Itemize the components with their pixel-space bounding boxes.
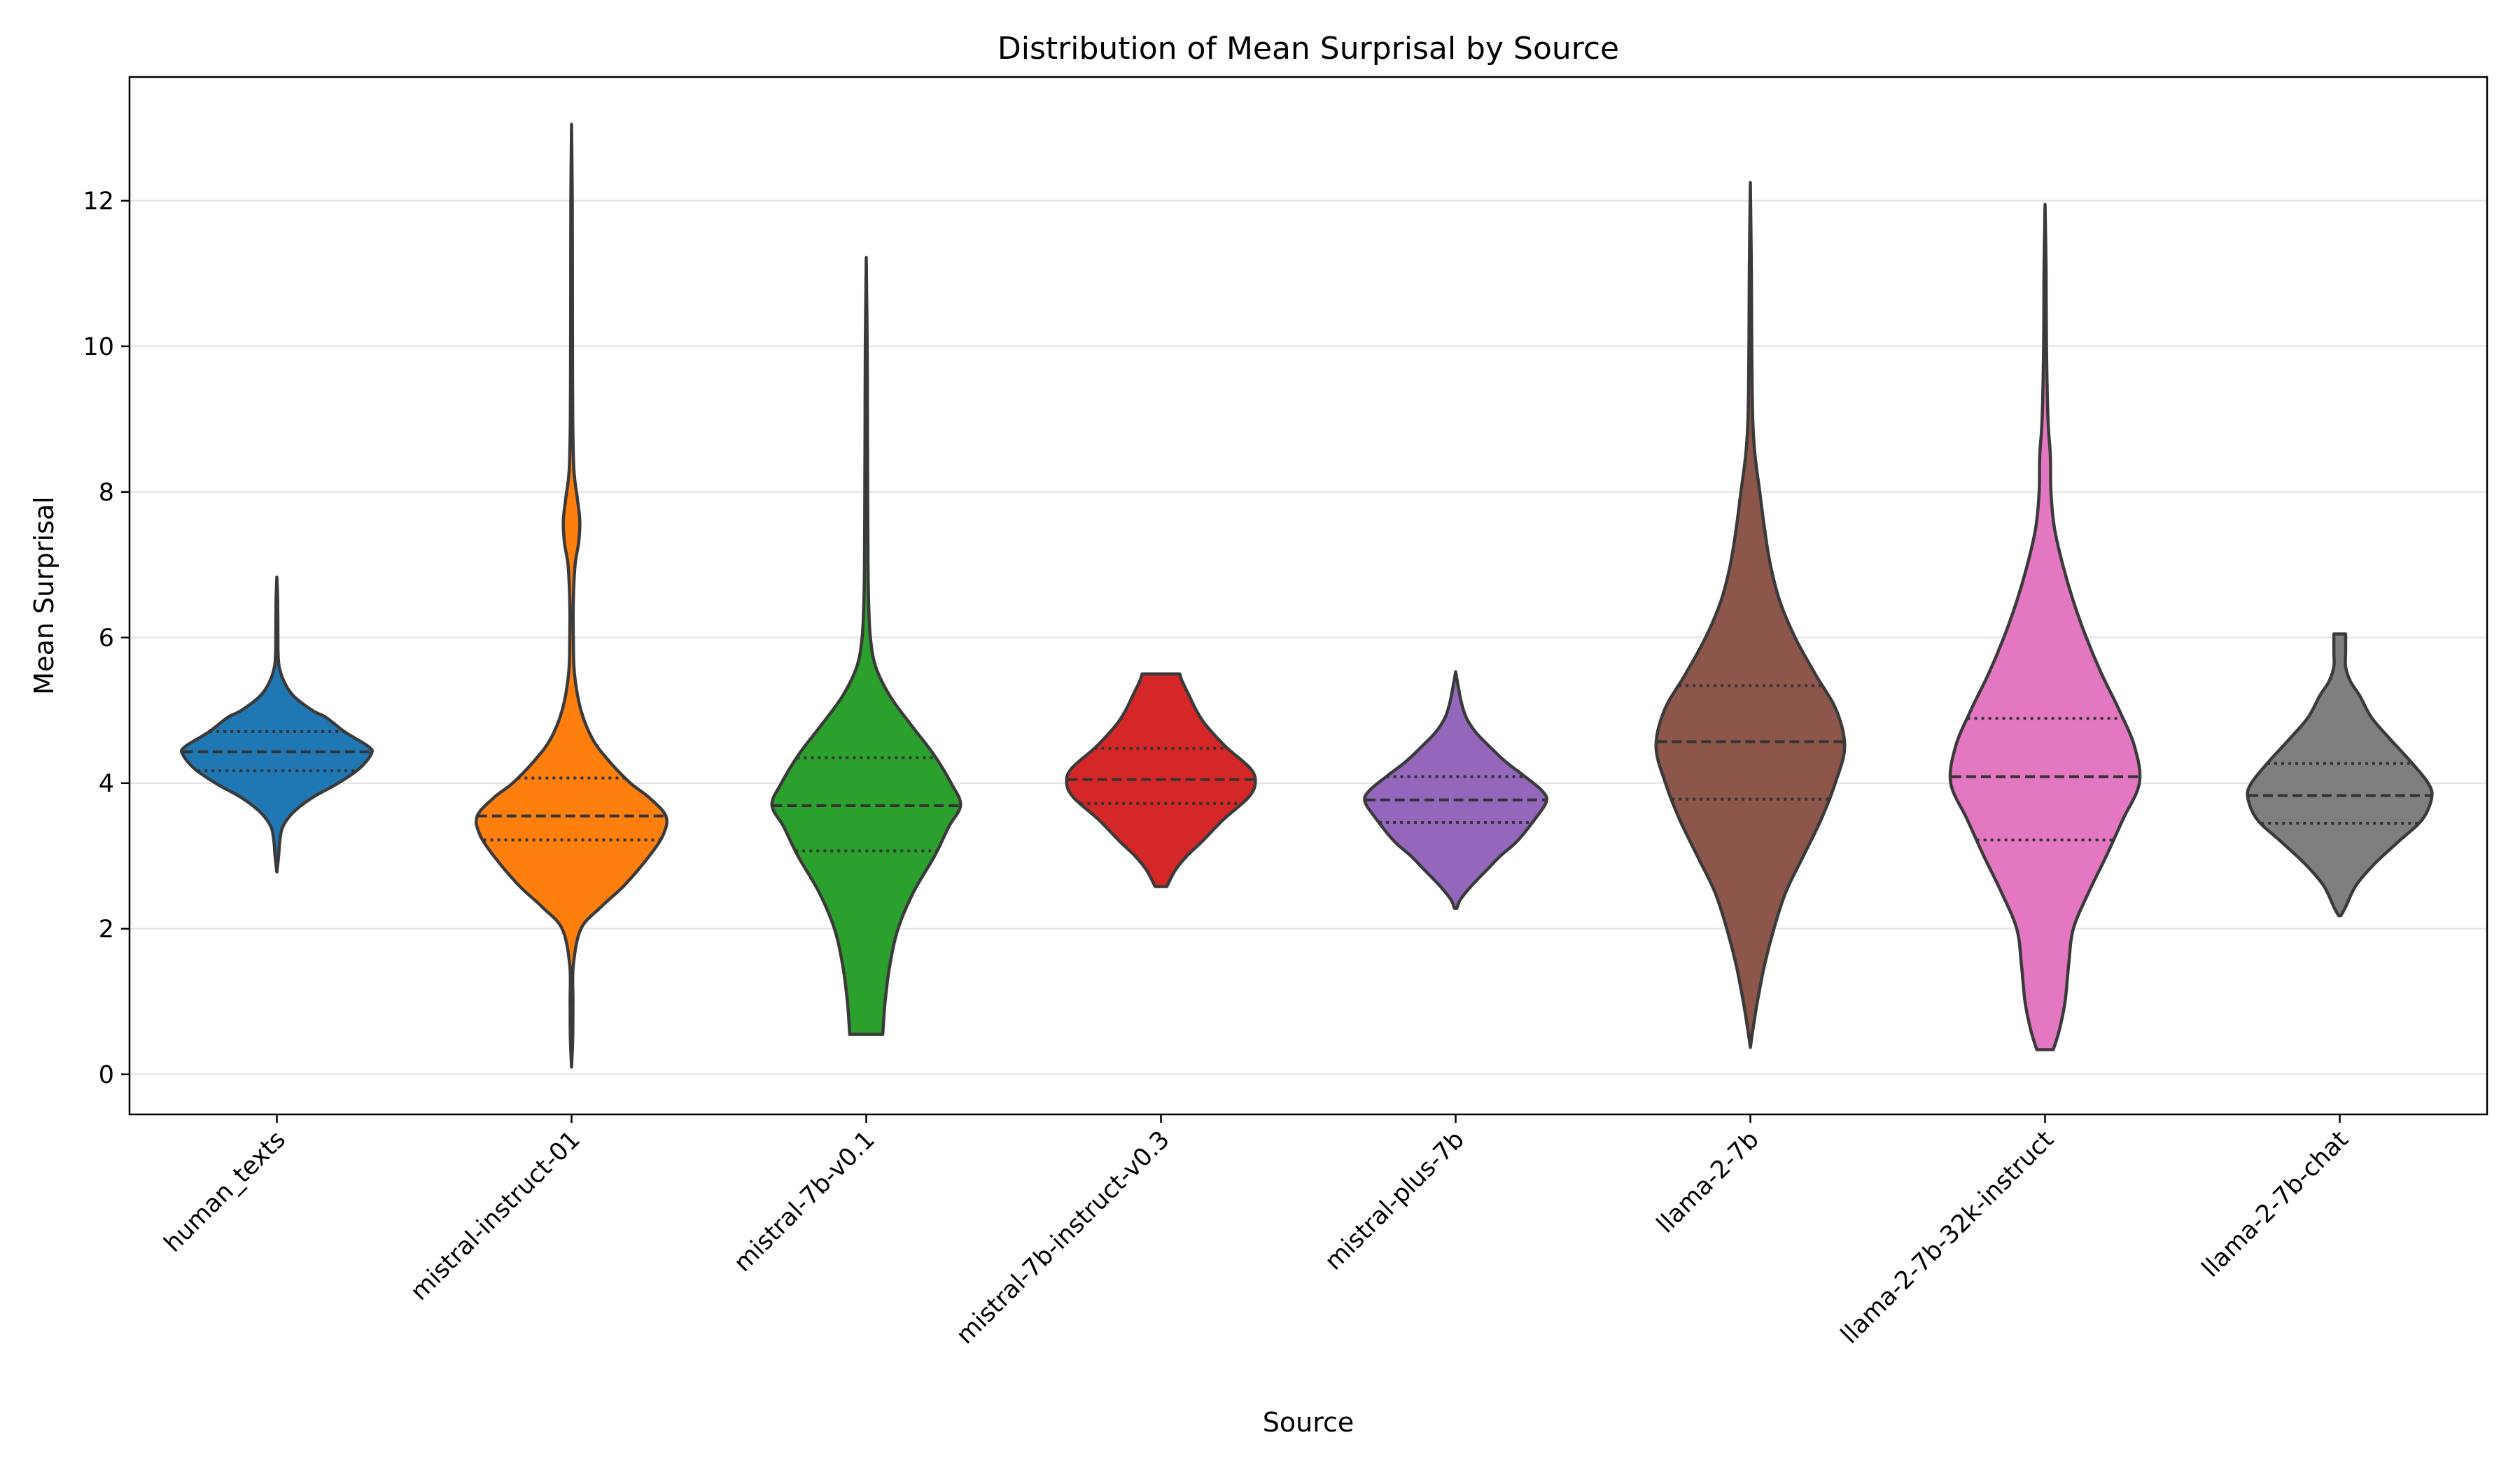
violin-body xyxy=(770,255,962,1036)
gridlines xyxy=(130,200,2487,1076)
x-tick-label: mistral-7b-v0.1 xyxy=(729,1126,881,1278)
violin-body xyxy=(1654,181,1847,1049)
violin-body xyxy=(1948,202,2142,1051)
x-tick-label: llama-2-7b-chat xyxy=(2197,1126,2354,1283)
violin-body xyxy=(1363,670,1548,910)
x-axis: human_texts mistral-instruct-01 mistral-7b… xyxy=(159,1114,2354,1350)
chart-title: Distribution of Mean Surprisal by Source xyxy=(997,31,1619,66)
y-tick-label: 0 xyxy=(99,1061,114,1089)
violins xyxy=(179,122,2434,1069)
y-axis-label: Mean Surprisal xyxy=(29,496,59,694)
y-tick-label: 8 xyxy=(99,479,114,507)
y-tick-label: 12 xyxy=(83,188,114,216)
plot-frame xyxy=(128,76,2488,1116)
x-tick-label: mistral-instruct-01 xyxy=(405,1126,586,1306)
x-tick-label: human_texts xyxy=(159,1126,291,1258)
y-axis: 0 2 4 6 8 10 12 xyxy=(83,188,130,1089)
y-tick-label: 10 xyxy=(83,333,114,361)
y-tick-label: 4 xyxy=(99,770,114,798)
violin-body xyxy=(179,575,374,874)
x-tick-label: llama-2-7b xyxy=(1651,1126,1765,1239)
violin-body xyxy=(475,122,668,1069)
x-tick-label: mistral-7b-instruct-v0.3 xyxy=(951,1126,1175,1350)
x-axis-label: Source xyxy=(1263,1407,1354,1438)
y-tick-label: 6 xyxy=(99,624,114,652)
x-tick-label: mistral-plus-7b xyxy=(1320,1126,1470,1276)
y-tick-label: 2 xyxy=(99,916,114,944)
x-tick-label: llama-2-7b-32k-instruct xyxy=(1835,1126,2059,1350)
violin-body xyxy=(2246,632,2434,918)
